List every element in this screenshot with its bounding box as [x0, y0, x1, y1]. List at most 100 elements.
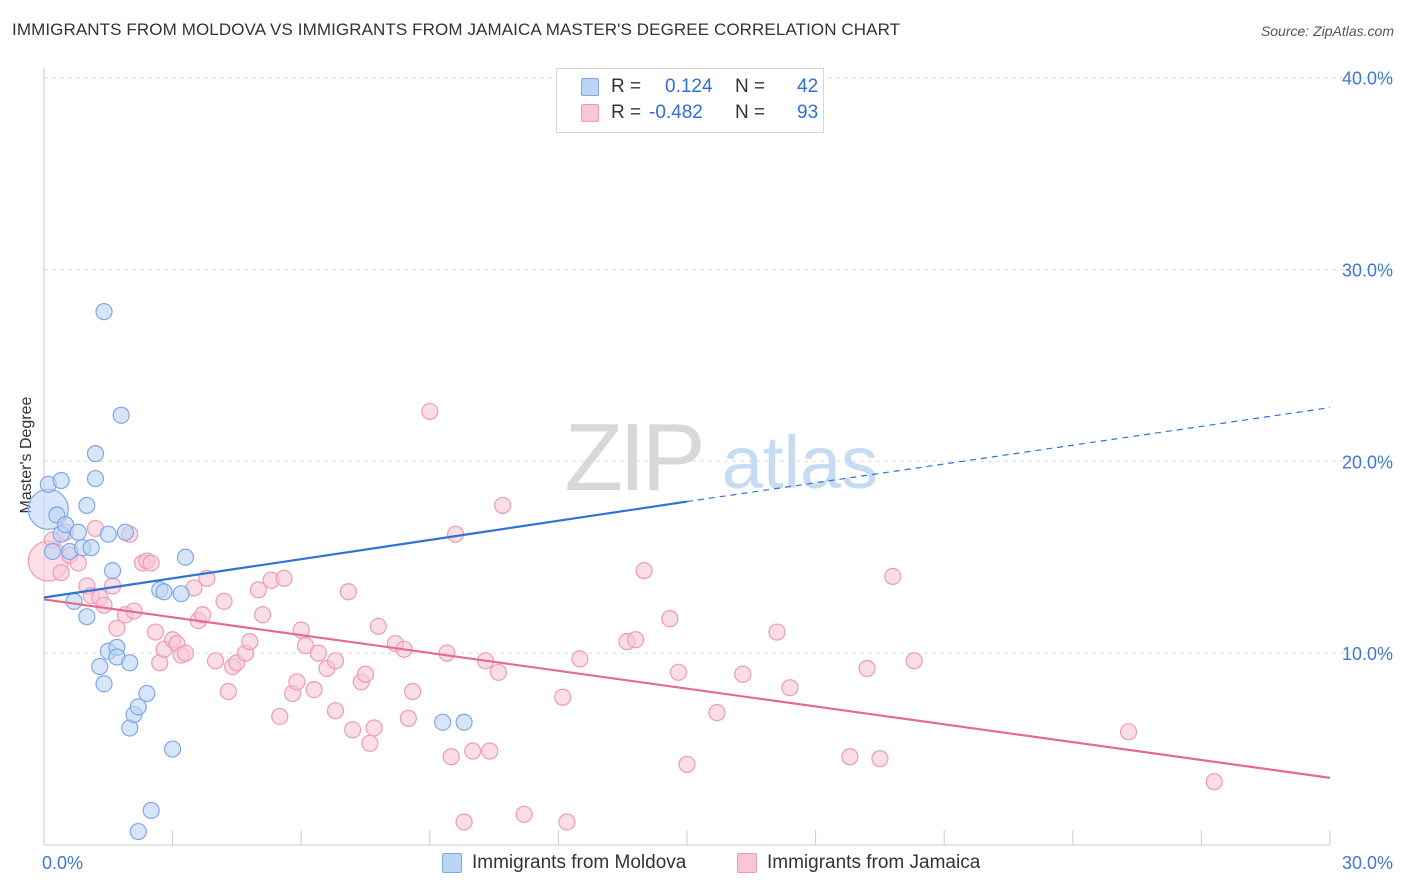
- moldova-point: [116, 523, 135, 541]
- jamaica-point: [626, 631, 645, 649]
- jamaica-legend-swatch: [737, 853, 757, 873]
- jamaica-point: [305, 680, 323, 699]
- jamaica-point: [455, 813, 473, 831]
- moldova-point: [82, 539, 100, 557]
- jamaica-point: [905, 652, 923, 670]
- jamaica-point: [781, 679, 799, 697]
- jamaica-point: [421, 402, 439, 421]
- jamaica-legend-label: Immigrants from Jamaica: [767, 852, 981, 873]
- jamaica-point: [369, 617, 387, 635]
- moldova-point: [103, 562, 122, 580]
- jamaica-point: [1119, 723, 1138, 741]
- y-tick-label: 10.0%: [1342, 644, 1393, 664]
- y-tick-label: 20.0%: [1342, 452, 1393, 472]
- source-label: Source: ZipAtlas.com: [1260, 23, 1394, 39]
- x-tick-label: 0.0%: [42, 853, 83, 873]
- moldova-points: [27, 68, 640, 841]
- moldova-point: [78, 608, 96, 626]
- moldova-point: [56, 516, 75, 534]
- moldova-point: [121, 654, 139, 672]
- jamaica-point: [215, 592, 233, 610]
- jamaica-points: [27, 402, 1223, 831]
- jamaica-point: [356, 665, 375, 683]
- moldova-point: [95, 303, 113, 321]
- moldova-trend-line: [43, 500, 688, 599]
- jamaica-point: [142, 554, 160, 572]
- jamaica-point: [858, 659, 876, 678]
- moldova-point: [129, 822, 147, 841]
- jamaica-point: [219, 682, 237, 701]
- jamaica-point: [271, 707, 289, 726]
- jamaica-point: [249, 581, 267, 599]
- moldova-point: [455, 713, 473, 731]
- jamaica-swatch: [581, 104, 599, 122]
- legend-r-label: R =: [611, 102, 642, 123]
- jamaica-point: [361, 734, 379, 752]
- jamaica-point: [399, 709, 417, 727]
- legend-r-label: R =: [611, 76, 642, 97]
- jamaica-point: [571, 650, 589, 668]
- jamaica-point: [254, 606, 272, 624]
- watermark-zip: ZIP: [564, 404, 701, 511]
- jamaica-point: [489, 663, 507, 681]
- jamaica-point: [52, 563, 70, 582]
- chart-title: IMMIGRANTS FROM MOLDOVA VS IMMIGRANTS FR…: [12, 20, 901, 39]
- jamaica-trend-line: [43, 598, 1331, 779]
- jamaica-point: [108, 619, 126, 637]
- legend-n-value-jamaica: 93: [797, 102, 819, 123]
- jamaica-point: [768, 623, 786, 641]
- jamaica-point: [635, 562, 653, 580]
- y-tick-label: 40.0%: [1342, 69, 1393, 89]
- legend-n-label: N =: [735, 102, 766, 123]
- jamaica-point: [515, 805, 533, 823]
- moldova-point: [86, 469, 105, 488]
- jamaica-point: [708, 704, 726, 722]
- moldova-legend-label: Immigrants from Moldova: [472, 852, 687, 873]
- jamaica-point: [176, 644, 195, 662]
- jamaica-point: [194, 606, 212, 624]
- moldova-point: [164, 740, 182, 758]
- watermark: ZIP atlas: [564, 404, 878, 511]
- moldova-point: [99, 525, 117, 543]
- jamaica-point: [296, 636, 315, 655]
- moldova-point: [86, 445, 105, 463]
- x-tick-label: 30.0%: [1342, 853, 1393, 873]
- jamaica-point: [438, 644, 456, 662]
- jamaica-point: [841, 748, 859, 766]
- moldova-trend-extension: [686, 406, 1331, 503]
- jamaica-point: [734, 665, 752, 683]
- jamaica-point: [884, 567, 902, 586]
- moldova-swatch: [581, 78, 599, 96]
- moldova-point: [129, 698, 147, 716]
- jamaica-point: [288, 673, 306, 691]
- jamaica-point: [494, 496, 512, 515]
- correlation-legend: R = 0.124 N = 42 R = -0.482 N = 93: [556, 68, 824, 133]
- moldova-point: [78, 496, 96, 515]
- moldova-point: [69, 523, 87, 541]
- tick-labels: 10.0% 20.0% 30.0% 40.0% 0.0% 30.0%: [42, 69, 1393, 873]
- moldova-point: [52, 471, 70, 490]
- jamaica-point: [309, 644, 327, 662]
- jamaica-point: [661, 610, 679, 628]
- moldova-point: [155, 583, 173, 601]
- jamaica-point: [464, 742, 482, 760]
- jamaica-point: [241, 633, 259, 651]
- moldova-point: [95, 675, 113, 693]
- jamaica-point: [554, 688, 572, 706]
- legend-r-value-jamaica: -0.482: [649, 102, 703, 123]
- jamaica-point: [95, 596, 113, 614]
- jamaica-point: [442, 748, 460, 766]
- moldova-point: [172, 585, 190, 603]
- axes: [43, 68, 1331, 846]
- jamaica-point: [275, 569, 293, 587]
- jamaica-point: [558, 813, 576, 831]
- moldova-point: [176, 548, 195, 566]
- jamaica-point: [326, 652, 345, 670]
- legend-n-label: N =: [735, 76, 766, 97]
- y-tick-label: 30.0%: [1342, 260, 1393, 280]
- jamaica-point: [678, 755, 696, 774]
- moldova-point: [91, 657, 109, 676]
- jamaica-point: [481, 742, 499, 760]
- jamaica-point: [146, 623, 165, 641]
- legend-r-value-moldova: 0.124: [665, 76, 713, 97]
